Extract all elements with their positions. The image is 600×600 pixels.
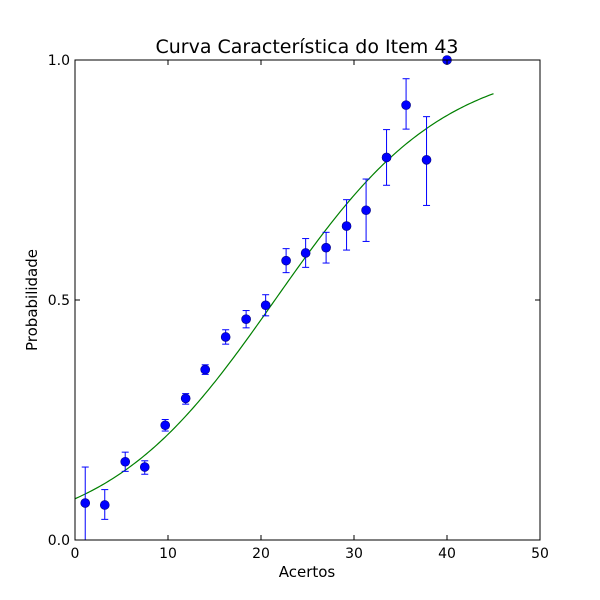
fitted-curve (75, 93, 494, 500)
data-point (281, 255, 291, 266)
y-tick-label: 0.0 (48, 533, 70, 549)
data-point (341, 221, 352, 231)
x-tick-label: 10 (159, 546, 177, 562)
x-tick-label: 40 (438, 546, 456, 562)
data-point (80, 498, 91, 508)
x-tick-label: 50 (531, 546, 549, 562)
y-tick-label: 1.0 (48, 53, 70, 69)
plot-area (75, 55, 494, 540)
x-tick-label: 30 (345, 546, 363, 562)
data-point (139, 462, 150, 472)
y-axis-title: Probabilidade (23, 249, 41, 351)
axes: 0 10 20 30 40 50 0.0 0.5 1.0 (48, 53, 549, 562)
data-point (99, 500, 110, 510)
y-tick-label: 0.5 (48, 293, 70, 309)
data-point (260, 300, 271, 311)
data-point (241, 314, 251, 325)
data-point (401, 100, 411, 110)
data-point (361, 205, 371, 216)
data-point (421, 155, 432, 165)
plot-data (75, 78, 494, 540)
data-point (200, 364, 210, 375)
x-tick-label: 20 (252, 546, 270, 562)
x-axis-title: Acertos (279, 563, 336, 581)
data-point (180, 393, 191, 404)
data-point (120, 456, 131, 467)
chart-title: Curva Característica do Item 43 (155, 36, 458, 58)
data-point (220, 332, 231, 342)
x-tick-label: 0 (71, 546, 80, 562)
data-point (300, 248, 311, 258)
data-point (321, 242, 331, 253)
data-point (160, 420, 171, 431)
data-point (381, 152, 392, 163)
